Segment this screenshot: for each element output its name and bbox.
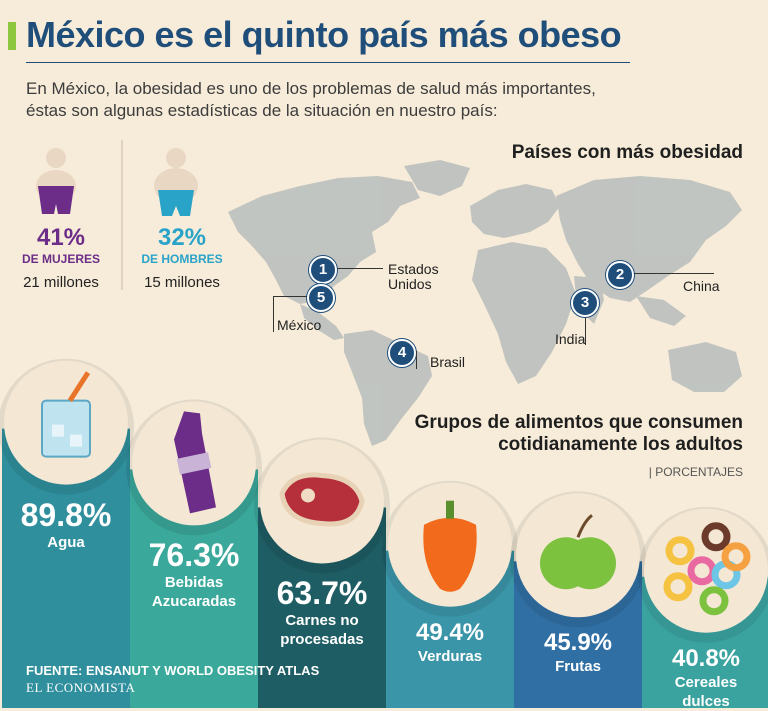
leader-line-5b xyxy=(273,296,274,332)
asia-shape xyxy=(556,176,742,302)
chart-title: Grupos de alimentos que consumen cotidia… xyxy=(414,412,743,455)
food-icon-5 xyxy=(638,506,768,643)
europe-shape xyxy=(470,184,560,238)
title-divider xyxy=(26,62,630,63)
food-icon-4 xyxy=(510,491,646,628)
leader-line-5a xyxy=(273,296,307,297)
bar-category-4: Frutas xyxy=(555,658,601,676)
label-mexico: México xyxy=(277,317,322,333)
marker-rank-4: 4 xyxy=(388,339,416,367)
label-brasil: Brasil xyxy=(430,354,466,370)
title-accent-bar xyxy=(8,22,16,50)
food-icon-2 xyxy=(254,437,390,574)
women-millions: 21 millones xyxy=(23,274,99,291)
leader-line-1 xyxy=(337,268,383,269)
marker-rank-2: 2 xyxy=(606,261,634,289)
icons-layer xyxy=(0,358,768,643)
label-china: China xyxy=(683,278,720,294)
men-label: DE HOMBRES xyxy=(141,252,223,266)
bar-value-1: 76.3% xyxy=(148,537,240,574)
southeast-asia-shape xyxy=(636,296,686,326)
chart-subtitle: | PORCENTAJES xyxy=(648,465,743,479)
bar-value-3: 49.4% xyxy=(415,618,485,646)
food-icon-3 xyxy=(382,480,518,617)
label-india: India xyxy=(555,331,586,347)
food-icon-0 xyxy=(0,358,134,495)
bar-category-3: Verduras xyxy=(417,647,483,665)
north-america-shape xyxy=(228,176,420,304)
leader-line-2 xyxy=(634,273,714,274)
greenland-shape xyxy=(404,160,470,196)
bar-category-1: Bebidas Azucaradas xyxy=(151,574,237,611)
label-estados-unidos: Estados Unidos xyxy=(388,261,439,292)
central-america-shape xyxy=(300,304,344,340)
leader-line-3 xyxy=(585,317,586,345)
source-note: FUENTE: ENSANUT Y WORLD OBESITY ATLAS xyxy=(26,663,320,678)
bar-category-0: Agua xyxy=(47,533,85,551)
page-title: México es el quinto país más obeso xyxy=(26,14,622,55)
bar-category-5: Cereales dulces xyxy=(674,673,738,710)
bar-value-5: 40.8% xyxy=(671,644,741,672)
leader-line-4 xyxy=(416,351,417,369)
australia-shape xyxy=(668,342,742,392)
women-percentage: 41% xyxy=(36,224,86,251)
marker-rank-1: 1 xyxy=(309,256,337,284)
africa-shape xyxy=(472,242,576,384)
marker-rank-3: 3 xyxy=(571,289,599,317)
world-map xyxy=(228,160,742,446)
men-percentage: 32% xyxy=(157,224,207,251)
intro-text: En México, la obesidad es uno de los pro… xyxy=(26,79,596,120)
woman-figure-icon xyxy=(36,148,76,214)
bar-value-2: 63.7% xyxy=(276,575,368,612)
food-icon-1 xyxy=(126,399,262,536)
publisher-logo: EL ECONOMISTA xyxy=(26,680,136,695)
man-figure-icon xyxy=(154,148,198,216)
bar-value-4: 45.9% xyxy=(543,629,613,657)
men-millions: 15 millones xyxy=(144,274,220,291)
bar-value-0: 89.8% xyxy=(20,496,112,533)
women-label: DE MUJERES xyxy=(21,252,101,266)
marker-rank-5: 5 xyxy=(307,284,335,312)
bar-category-2: Carnes no procesadas xyxy=(280,612,364,649)
map-title: Países con más obesidad xyxy=(511,142,743,163)
